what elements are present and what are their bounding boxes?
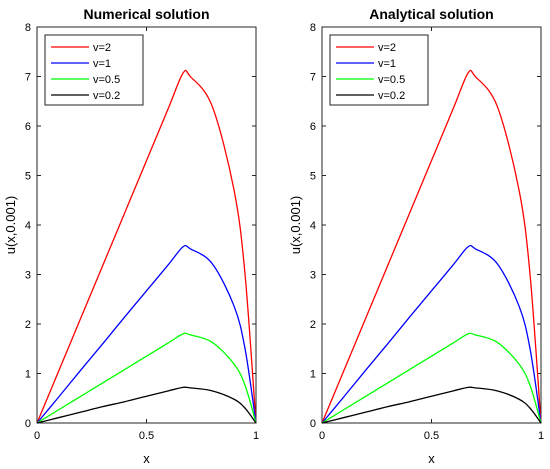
y-tick-label: 6 [310, 121, 316, 133]
x-tick-label: 1 [253, 430, 259, 442]
series-line-v=0.5 [36, 332, 257, 424]
y-tick-label: 0 [25, 418, 31, 430]
series-line-v=1 [36, 244, 257, 424]
chart-panel-1: 0 1 2 3 4 5 6 7 8 0 0.5 1 Numerical solution x u(x,0.0… [3, 6, 259, 466]
legend-entry: v=0.2 [378, 90, 405, 102]
series-line-v=1 [321, 244, 542, 424]
legend-entry: v=0.2 [93, 90, 120, 102]
legend-entry: v=1 [93, 58, 111, 70]
legend-entry: v=0.5 [378, 74, 405, 86]
y-tick-label: 5 [310, 171, 316, 183]
y-tick-label: 8 [25, 22, 31, 34]
y-tick-label: 1 [310, 369, 316, 381]
y-tick-label: 2 [310, 319, 316, 331]
series-line-v=2 [321, 69, 542, 424]
chart-title: Analytical solution [369, 6, 493, 22]
legend-entry: v=1 [378, 58, 396, 70]
x-axis-label: x [143, 451, 150, 466]
y-tick-label: 7 [310, 72, 316, 84]
y-tick-label: 6 [25, 121, 31, 133]
legend-entry: v=0.5 [93, 74, 120, 86]
x-tick-label: 0.5 [139, 430, 154, 442]
legend: v=2 v=1 v=0.5 v=0.2 [329, 34, 429, 106]
x-tick-label: 0.5 [424, 430, 439, 442]
x-tick-label: 1 [538, 430, 544, 442]
y-tick-label: 7 [25, 72, 31, 84]
y-tick-label: 1 [25, 369, 31, 381]
y-tick-label: 2 [25, 319, 31, 331]
y-tick-label: 0 [310, 418, 316, 430]
legend-entry: v=2 [93, 42, 111, 54]
series-line-v=0.2 [321, 386, 542, 424]
y-tick-label: 3 [310, 270, 316, 282]
x-tick-label: 0 [319, 430, 325, 442]
y-axis-label: u(x,0.001) [3, 196, 18, 255]
y-tick-label: 4 [25, 220, 31, 232]
legend-entry: v=2 [378, 42, 396, 54]
chart-panel-2: 0 1 2 3 4 5 6 7 8 0 0.5 1 Analytical solution x u(x,0.… [288, 6, 544, 466]
series-line-v=0.5 [321, 332, 542, 424]
legend: v=2 v=1 v=0.5 v=0.2 [44, 34, 144, 106]
series-line-v=2 [36, 69, 257, 424]
y-tick-label: 3 [25, 270, 31, 282]
y-tick-label: 8 [310, 22, 316, 34]
x-axis-label: x [428, 451, 435, 466]
x-tick-label: 0 [34, 430, 40, 442]
y-tick-label: 4 [310, 220, 316, 232]
series-line-v=0.2 [36, 386, 257, 424]
y-tick-label: 5 [25, 171, 31, 183]
chart-title: Numerical solution [83, 6, 209, 22]
y-axis-label: u(x,0.001) [288, 196, 303, 255]
